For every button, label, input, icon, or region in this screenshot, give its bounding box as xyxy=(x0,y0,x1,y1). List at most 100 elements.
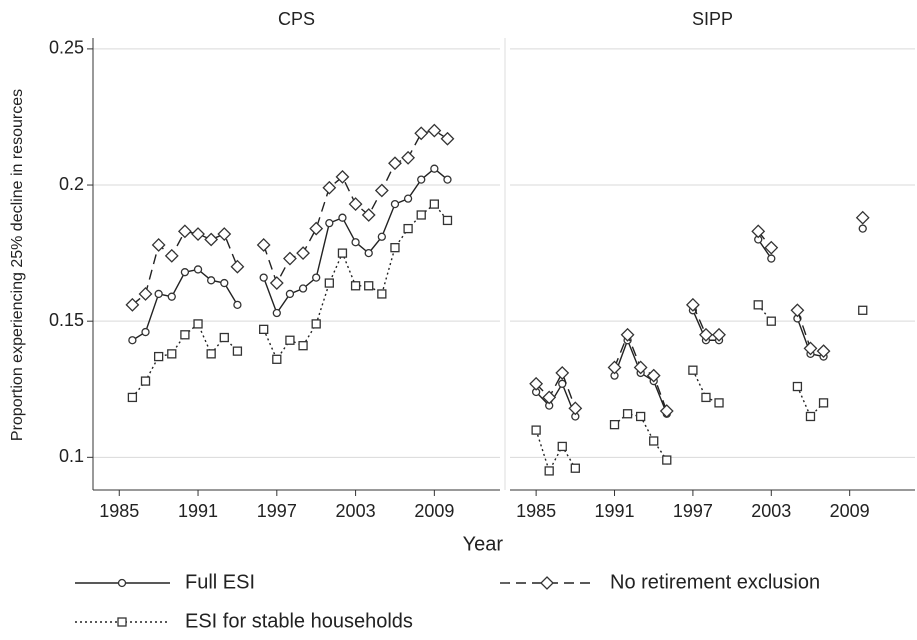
marker xyxy=(220,278,229,288)
marker xyxy=(377,232,386,241)
marker xyxy=(335,169,350,184)
marker xyxy=(753,300,763,310)
marker xyxy=(285,289,295,299)
marker xyxy=(529,376,544,391)
marker xyxy=(442,215,453,226)
marker xyxy=(855,210,870,225)
marker xyxy=(140,376,151,386)
marker xyxy=(311,319,321,329)
marker xyxy=(259,273,268,282)
series-line xyxy=(536,229,863,417)
marker xyxy=(337,248,348,258)
marker xyxy=(620,327,635,342)
x-tick-label: 2003 xyxy=(751,501,791,521)
marker xyxy=(374,183,389,198)
marker xyxy=(649,436,659,446)
marker xyxy=(557,441,567,452)
marker xyxy=(177,224,192,239)
marker xyxy=(818,398,829,408)
x-tick-label: 1985 xyxy=(516,501,556,521)
panel-title: SIPP xyxy=(692,9,733,29)
marker xyxy=(296,246,310,261)
marker xyxy=(322,180,337,195)
marker xyxy=(635,411,646,422)
marker xyxy=(350,281,361,291)
marker xyxy=(351,238,360,247)
marker xyxy=(858,305,868,315)
marker xyxy=(217,227,232,241)
x-tick-label: 1985 xyxy=(99,501,139,521)
x-tick-label: 2009 xyxy=(830,501,870,521)
marker xyxy=(127,392,138,403)
marker xyxy=(555,365,570,380)
marker xyxy=(125,297,140,312)
x-tick-label: 1991 xyxy=(594,501,634,521)
x-axis-label: Year xyxy=(463,533,504,555)
legend-label: No retirement exclusion xyxy=(610,571,820,593)
marker xyxy=(646,368,661,383)
marker xyxy=(607,360,622,375)
marker xyxy=(325,219,334,228)
marker xyxy=(805,411,816,422)
marker xyxy=(622,409,633,419)
marker xyxy=(117,617,127,627)
x-tick-label: 2003 xyxy=(336,501,376,521)
marker xyxy=(283,251,297,266)
marker xyxy=(544,466,554,476)
marker xyxy=(429,199,440,209)
marker xyxy=(540,576,554,590)
marker xyxy=(417,175,426,184)
x-tick-label: 1991 xyxy=(178,501,218,521)
marker xyxy=(751,224,766,239)
marker xyxy=(272,308,281,318)
marker xyxy=(568,401,583,416)
marker xyxy=(377,289,387,299)
series-line xyxy=(536,218,863,411)
marker xyxy=(570,463,580,473)
marker xyxy=(633,360,648,375)
marker xyxy=(403,223,413,234)
marker xyxy=(712,327,726,342)
y-axis-label: Proportion experiencing 25% decline in r… xyxy=(9,89,26,441)
marker xyxy=(685,297,700,312)
marker xyxy=(766,316,776,326)
marker xyxy=(764,240,779,255)
marker xyxy=(153,351,164,362)
marker xyxy=(427,123,442,138)
marker xyxy=(361,208,376,222)
marker xyxy=(790,303,805,318)
marker xyxy=(180,330,190,340)
marker xyxy=(416,210,426,220)
panel-title: CPS xyxy=(278,9,315,29)
marker xyxy=(401,150,416,165)
marker xyxy=(230,259,245,274)
marker xyxy=(285,335,295,345)
marker xyxy=(138,287,153,301)
marker xyxy=(414,126,429,141)
x-tick-label: 2009 xyxy=(414,501,454,521)
y-tick-label: 0.15 xyxy=(49,310,84,330)
marker xyxy=(542,390,557,405)
marker xyxy=(272,354,282,364)
marker xyxy=(204,232,219,247)
marker xyxy=(324,278,334,288)
marker xyxy=(390,243,400,253)
marker xyxy=(256,238,271,252)
legend-label: Full ESI xyxy=(185,571,255,593)
legend-label: ESI for stable households xyxy=(185,610,413,632)
marker xyxy=(180,268,190,277)
marker xyxy=(128,336,137,345)
marker xyxy=(233,300,242,309)
marker xyxy=(348,197,363,212)
marker xyxy=(443,175,452,184)
marker xyxy=(430,164,439,173)
marker xyxy=(269,276,284,290)
y-tick-label: 0.25 xyxy=(49,38,84,58)
marker xyxy=(338,213,347,222)
series-line xyxy=(131,129,448,306)
marker xyxy=(164,248,179,263)
marker xyxy=(117,578,127,588)
marker xyxy=(440,131,455,146)
series-line xyxy=(131,203,449,398)
